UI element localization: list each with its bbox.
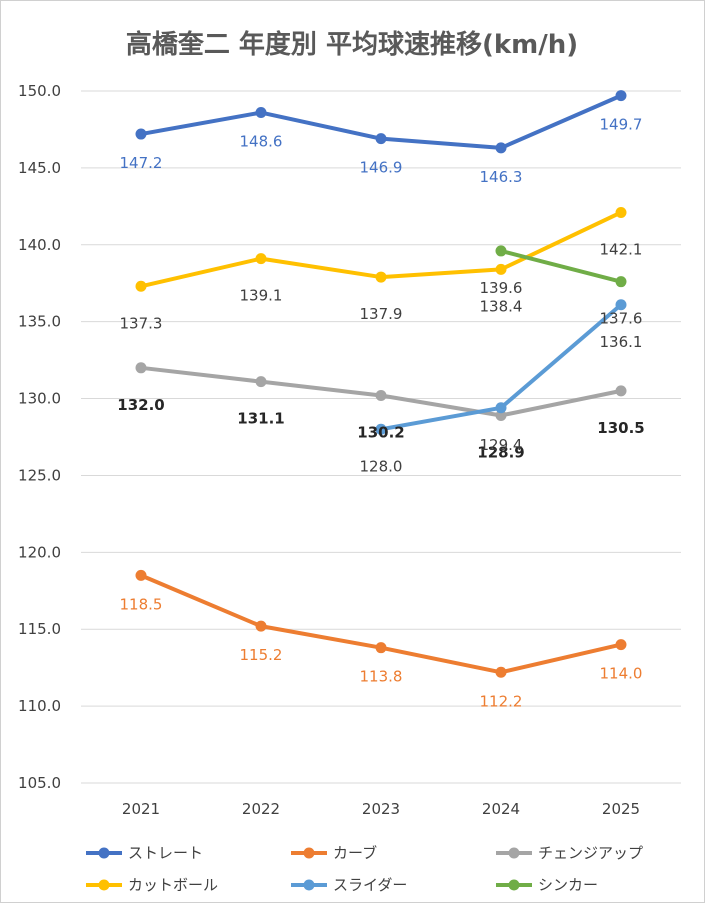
data-label: 114.0 — [600, 665, 643, 683]
legend-label: カーブ — [333, 844, 377, 862]
x-tick-label: 2022 — [242, 800, 280, 818]
x-tick-label: 2021 — [122, 800, 160, 818]
data-point — [615, 90, 627, 102]
x-tick-label: 2025 — [602, 800, 640, 818]
y-tick-label: 145.0 — [18, 159, 61, 177]
data-label: 112.2 — [480, 692, 523, 710]
legend-marker — [303, 847, 315, 859]
data-label: 146.3 — [480, 168, 523, 186]
data-label: 139.6 — [480, 279, 523, 297]
data-point — [255, 376, 267, 388]
data-point — [495, 245, 507, 257]
data-point — [375, 271, 387, 283]
legend-marker — [303, 879, 315, 891]
data-label: 128.0 — [360, 457, 403, 475]
data-label: 129.4 — [480, 436, 523, 454]
data-point — [495, 142, 507, 154]
y-tick-label: 115.0 — [18, 620, 61, 638]
data-point — [615, 276, 627, 288]
data-label: 131.1 — [237, 410, 284, 428]
data-point — [495, 402, 507, 414]
series-lines — [135, 90, 627, 678]
data-point — [375, 423, 387, 435]
y-tick-label: 110.0 — [18, 697, 61, 715]
data-label: 137.3 — [120, 314, 163, 332]
legend-label: カットボール — [128, 876, 218, 894]
data-label: 115.2 — [240, 646, 283, 664]
data-point — [495, 263, 507, 275]
legend-label: シンカー — [538, 876, 598, 894]
data-label: 137.6 — [600, 310, 643, 328]
data-label: 146.9 — [360, 159, 403, 177]
data-label: 136.1 — [600, 333, 643, 351]
data-label: 142.1 — [600, 240, 643, 258]
legend-marker — [508, 879, 520, 891]
data-label: 149.7 — [600, 116, 643, 134]
data-label: 148.6 — [240, 133, 283, 151]
data-point — [135, 280, 147, 292]
data-label: 128.9 — [477, 443, 524, 461]
data-point — [135, 128, 147, 140]
y-tick-label: 130.0 — [18, 390, 61, 408]
data-label: 130.2 — [357, 423, 404, 441]
data-label: 113.8 — [360, 668, 403, 686]
y-tick-label: 120.0 — [18, 543, 61, 561]
y-tick-label: 125.0 — [18, 466, 61, 484]
data-point — [495, 666, 507, 678]
data-point — [615, 385, 627, 397]
x-tick-label: 2024 — [482, 800, 520, 818]
data-label: 147.2 — [120, 154, 163, 172]
legend-marker — [98, 879, 110, 891]
y-tick-label: 150.0 — [18, 82, 61, 100]
y-tick-label: 105.0 — [18, 774, 61, 792]
legend-label: ストレート — [128, 844, 203, 862]
data-point — [255, 620, 267, 632]
series-line — [499, 248, 623, 284]
data-label: 139.1 — [240, 287, 283, 305]
data-label: 132.0 — [117, 396, 164, 414]
data-point — [135, 362, 147, 374]
data-point — [615, 299, 627, 311]
data-point — [615, 639, 627, 651]
x-tick-label: 2023 — [362, 800, 400, 818]
x-axis-ticks: 2021 2022 2023 2024 2025 — [122, 800, 640, 818]
legend-label: スライダー — [333, 876, 407, 894]
data-point — [255, 107, 267, 119]
y-tick-label: 140.0 — [18, 236, 61, 254]
chart-title: 高橋奎二 年度別 平均球速推移(km/h) — [126, 29, 578, 60]
data-point — [135, 569, 147, 581]
data-point — [375, 642, 387, 654]
data-label: 138.4 — [480, 297, 523, 315]
data-point — [375, 389, 387, 401]
data-labels: 147.2 148.6 146.9 146.3 149.7 118.5 115.2 113.8… — [117, 116, 644, 711]
data-point — [375, 133, 387, 145]
data-label: 118.5 — [120, 595, 163, 613]
series-line — [139, 573, 623, 675]
y-axis-ticks: 105.0 110.0 115.0 120.0 125.0 130.0 135.0 140.0… — [18, 82, 61, 792]
data-point — [495, 409, 507, 421]
legend-marker — [508, 847, 520, 859]
legend-marker — [98, 847, 110, 859]
data-label: 130.5 — [597, 419, 644, 437]
data-point — [255, 253, 267, 265]
legend-label: チェンジアップ — [538, 844, 643, 862]
data-point — [615, 206, 627, 218]
y-tick-label: 135.0 — [18, 313, 61, 331]
data-label: 137.9 — [360, 305, 403, 323]
